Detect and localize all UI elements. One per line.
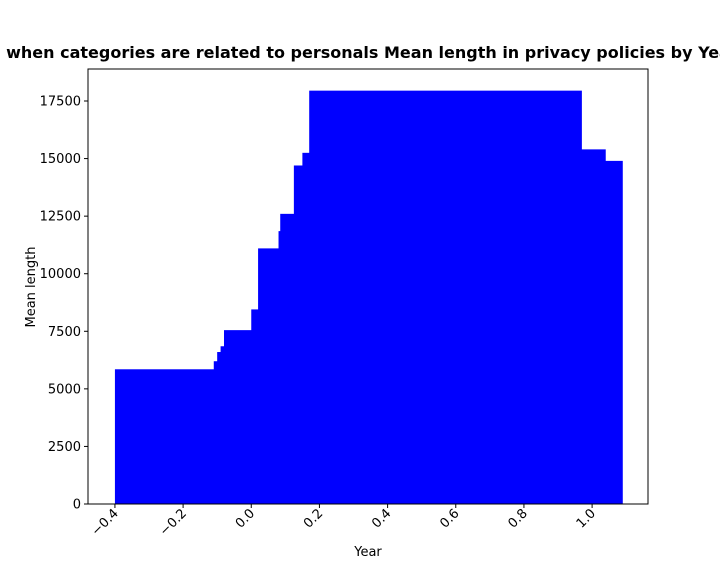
plot-frame xyxy=(87,68,649,505)
y-axis-label: Mean length xyxy=(24,247,39,328)
x-tick-label: −0.2 xyxy=(157,506,190,539)
x-axis-label: Year xyxy=(353,545,382,560)
chart-title: when categories are related to personals… xyxy=(6,43,720,62)
bars xyxy=(114,90,623,505)
x-tick-label: 0.0 xyxy=(233,506,258,531)
y-tick-label: 0 xyxy=(73,498,81,513)
x-tick-label: 0.8 xyxy=(506,506,531,531)
x-tick-label: 0.6 xyxy=(437,506,462,531)
y-tick-label: 10000 xyxy=(40,267,81,282)
x-tick-label: 0.4 xyxy=(369,506,394,531)
y-tick-label: 5000 xyxy=(48,382,81,397)
y-tick-label: 7500 xyxy=(48,325,81,340)
y-tick-label: 15000 xyxy=(40,152,81,167)
y-tick-label: 12500 xyxy=(40,210,81,225)
x-tick-label: 0.2 xyxy=(301,506,326,531)
y-tick-label: 2500 xyxy=(48,440,81,455)
x-tick-label: 1.0 xyxy=(574,506,599,531)
bar xyxy=(350,160,623,504)
x-tick-label: −0.4 xyxy=(89,506,122,539)
y-tick-label: 17500 xyxy=(40,95,81,110)
